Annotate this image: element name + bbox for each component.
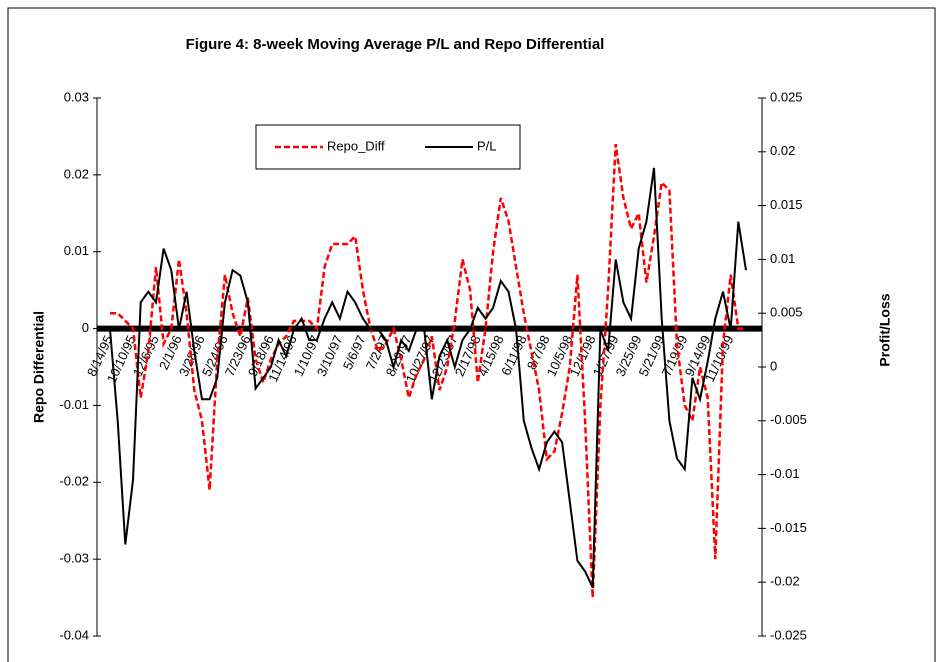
y2-tick-label: 0.02 (770, 143, 795, 158)
legend-box (255, 124, 521, 170)
legend-label: Repo_Diff (327, 138, 385, 153)
y-axis-title: Repo Differential (31, 311, 47, 423)
y2-tick-label: 0.025 (770, 89, 803, 104)
series-line (110, 143, 746, 598)
y-tick-label: -0.04 (59, 627, 89, 642)
y2-tick-label: -0.015 (770, 520, 807, 535)
y-tick-label: -0.03 (59, 551, 89, 566)
y-tick-label: -0.01 (59, 397, 89, 412)
y2-tick-label: 0.005 (770, 305, 803, 320)
chart-title: Figure 4: 8-week Moving Average P/L and … (186, 36, 605, 53)
y2-tick-label: 0 (770, 358, 777, 373)
y-tick-label: -0.02 (59, 474, 89, 489)
y2-tick-label: -0.005 (770, 412, 807, 427)
chart-frame (7, 7, 936, 662)
y-tick-label: 0 (82, 320, 89, 335)
y2-tick-label: 0.015 (770, 197, 803, 212)
legend-label: P/L (477, 138, 497, 153)
y2-tick-label: 0.01 (770, 251, 795, 266)
y-tick-label: 0.03 (64, 89, 89, 104)
y-tick-label: 0.02 (64, 166, 89, 181)
y2-tick-label: -0.01 (770, 466, 800, 481)
series-line (109, 167, 747, 589)
y2-tick-label: -0.025 (770, 627, 807, 642)
y2-axis-title: Profit/Loss (877, 293, 893, 366)
y-tick-label: 0.01 (64, 243, 89, 258)
y2-tick-label: -0.02 (770, 574, 800, 589)
